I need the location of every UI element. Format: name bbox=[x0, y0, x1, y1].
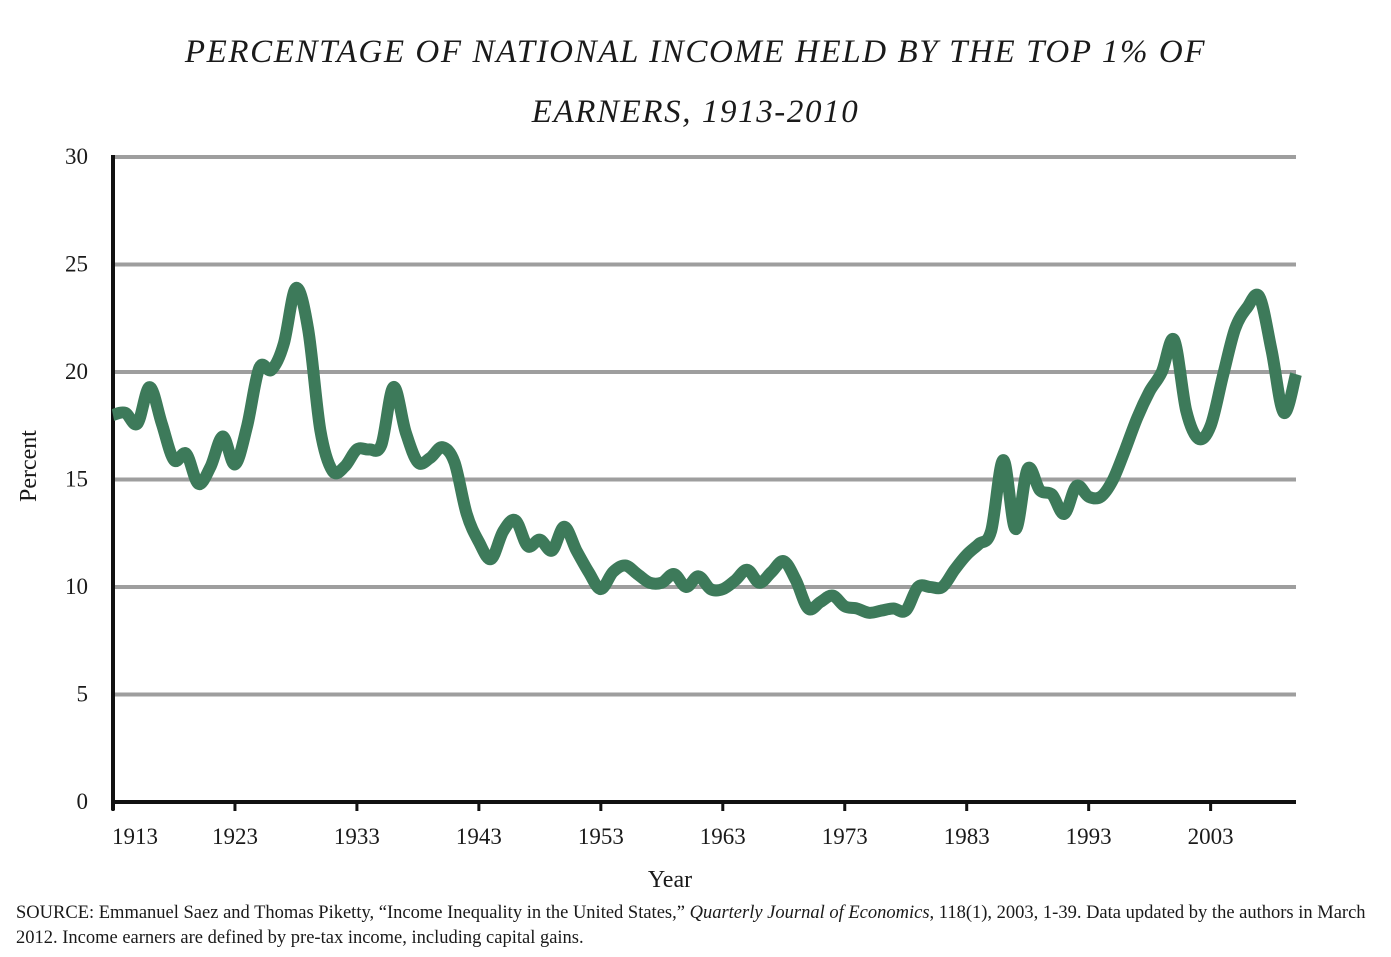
x-axis-label: Year bbox=[648, 867, 692, 893]
chart-title-line1: PERCENTAGE OF NATIONAL INCOME HELD BY TH… bbox=[184, 34, 1207, 70]
x-tick-label: 1963 bbox=[700, 824, 746, 849]
x-tick-label: 1923 bbox=[212, 824, 258, 849]
y-tick-label: 0 bbox=[77, 789, 89, 814]
x-tick-label: 2003 bbox=[1188, 824, 1234, 849]
source-note: SOURCE: Emmanuel Saez and Thomas Piketty… bbox=[16, 901, 1376, 951]
source-journal: Quarterly Journal of Economics bbox=[689, 903, 930, 923]
series-line bbox=[111, 282, 1302, 619]
x-tick-label: 1933 bbox=[334, 824, 380, 849]
x-tick-label: 1983 bbox=[944, 824, 990, 849]
y-tick-labels: 0 5 10 15 20 25 30 bbox=[65, 144, 88, 814]
y-tick-label: 20 bbox=[65, 359, 88, 384]
x-tick-label: 1993 bbox=[1066, 824, 1112, 849]
y-axis-label: Percent bbox=[16, 430, 42, 502]
y-tick-label: 30 bbox=[65, 144, 88, 169]
source-prefix: SOURCE: Emmanuel Saez and Thomas Piketty… bbox=[16, 903, 690, 923]
y-tick-label: 5 bbox=[77, 682, 89, 707]
y-tick-label: 10 bbox=[65, 574, 88, 599]
y-tick-label: 25 bbox=[65, 252, 88, 277]
x-tick-label: 1943 bbox=[456, 824, 502, 849]
y-tick-label: 15 bbox=[65, 467, 88, 492]
chart-title-line2: EARNERS, 1913-2010 bbox=[531, 94, 860, 130]
x-tick-label: 1953 bbox=[578, 824, 624, 849]
axes bbox=[111, 155, 1296, 811]
source-suffix: , 118(1), 2003, 1-39. Data updated by th… bbox=[16, 903, 1366, 948]
x-tick-label: 1913 bbox=[112, 824, 158, 849]
x-tick-label: 1973 bbox=[822, 824, 868, 849]
gridlines bbox=[113, 155, 1296, 697]
x-tick-labels: 1913 1923 1933 1943 1953 1963 1973 1983 1993 2003 bbox=[112, 824, 1234, 849]
